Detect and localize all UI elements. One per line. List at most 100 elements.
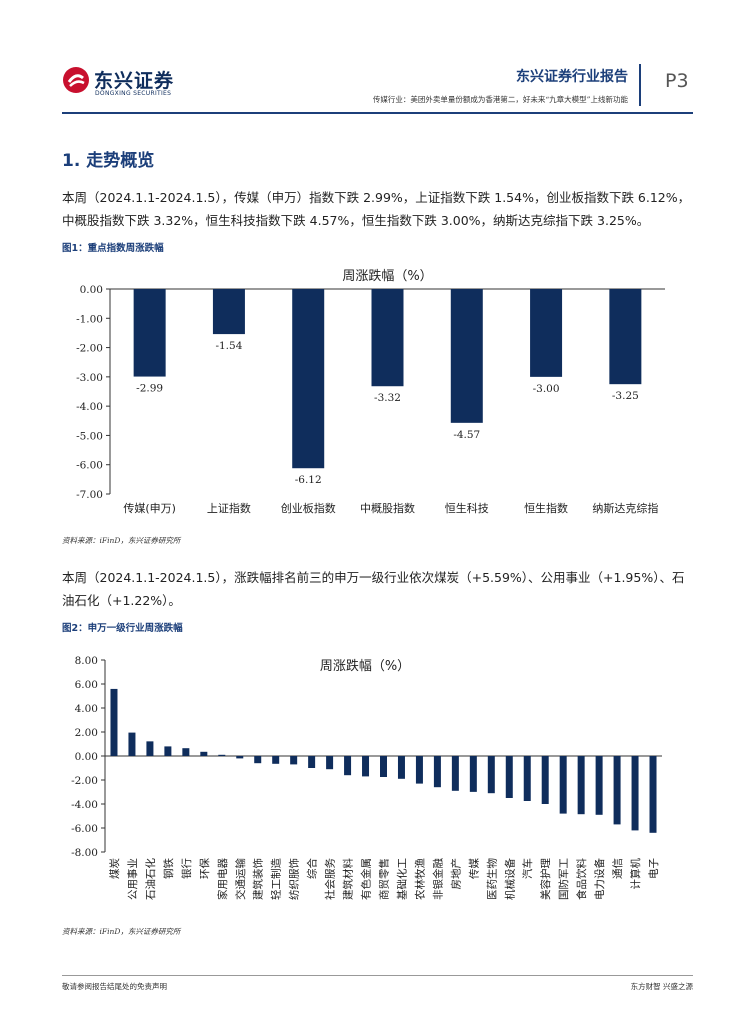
chart-2-bar xyxy=(146,741,154,756)
chart-2-x-tick-label: 电力设备 xyxy=(593,858,606,900)
report-type: 东兴证券行业报告 xyxy=(516,69,628,85)
chart-1-x-tick-label: 纳斯达克综指 xyxy=(592,501,658,515)
chart-2-bar xyxy=(469,756,477,792)
chart-2-x-tick-label: 有色金属 xyxy=(360,858,373,900)
chart-2-bar xyxy=(523,756,531,801)
chart-1-bar xyxy=(292,289,325,469)
chart-2-x-tick-label: 食品饮料 xyxy=(575,858,588,900)
chart-2-x-tick-label: 建筑装饰 xyxy=(252,858,265,900)
chart-2-x-tick-label: 社会服务 xyxy=(324,858,337,900)
chart-2-bar xyxy=(110,688,118,756)
chart-1-y-tick-label: -3.00 xyxy=(76,372,103,384)
logo-mark-icon xyxy=(63,67,89,93)
chart-2-x-tick-label: 商贸零售 xyxy=(378,858,391,900)
logo-text-en: DONGXING SECURITIES xyxy=(95,90,172,97)
chart-2-bar xyxy=(236,756,244,759)
chart-2-bar xyxy=(254,756,262,764)
chart-2-x-tick-label: 公用事业 xyxy=(126,858,139,900)
footer-disclaimer: 敬请参阅报告结尾处的免责声明 xyxy=(62,982,167,991)
footer-slogan: 东方财智 兴盛之源 xyxy=(630,982,693,991)
chart-2-bar xyxy=(290,756,298,765)
chart-2-x-tick-label: 纺织服饰 xyxy=(288,858,301,900)
chart-2-x-tick-label: 美容护理 xyxy=(539,858,552,900)
logo-text-cn: 东兴证券 xyxy=(94,70,175,92)
chart-1-data-label: -6.12 xyxy=(295,474,322,486)
chart-2-y-tick-label: -8.00 xyxy=(71,847,98,859)
chart-1-y-tick-label: -2.00 xyxy=(76,343,103,355)
chart-2-bar xyxy=(362,756,370,777)
chart-2-x-tick-label: 计算机 xyxy=(629,858,642,890)
chart-2-x-tick-label: 非银金融 xyxy=(431,858,444,900)
chart-2-bar xyxy=(344,756,352,776)
chart-1-title: 周涨跌幅（%） xyxy=(342,268,432,284)
chart-1-y-tick-label: -4.00 xyxy=(76,401,103,413)
chart-2-x-tick-label: 医药生物 xyxy=(485,858,498,900)
chart-1-data-label: -3.00 xyxy=(533,383,560,395)
chart-2-bar xyxy=(164,746,172,756)
chart-2-title: 周涨跌幅（%） xyxy=(320,658,410,674)
chart-2-bar xyxy=(415,756,423,784)
chart-1-bar xyxy=(609,289,642,385)
chart-2-bar xyxy=(541,756,549,804)
chart-2-x-tick-label: 银行 xyxy=(180,858,193,879)
chart-2-x-tick-label: 农林牧渔 xyxy=(413,858,426,900)
chart-1-y-tick-label: -5.00 xyxy=(76,430,103,442)
chart-2-x-tick-label: 煤炭 xyxy=(108,858,121,879)
chart-1-bar xyxy=(450,289,483,423)
chart-1-bar xyxy=(530,289,563,377)
chart-1-data-label: -4.57 xyxy=(453,429,480,441)
figure-1-source: 资料来源：iFinD，东兴证券研究所 xyxy=(62,536,181,545)
chart-2-x-tick-label: 钢铁 xyxy=(162,858,175,879)
chart-2-bar xyxy=(128,732,136,756)
company-logo: 东兴证券 DONGXING SECURITIES xyxy=(62,64,182,102)
chart-2-bar xyxy=(326,756,334,770)
chart-1-data-label: -2.99 xyxy=(136,383,163,395)
footer-rule xyxy=(62,975,693,976)
chart-2-x-tick-label: 综合 xyxy=(306,858,319,879)
chart-2-bar xyxy=(559,756,567,814)
chart-2-x-tick-label: 环保 xyxy=(198,858,211,879)
chart-2-x-tick-label: 国防军工 xyxy=(557,858,570,900)
chart-2-bar xyxy=(433,756,441,788)
chart-2-bar xyxy=(218,754,226,756)
chart-1-x-tick-label: 传媒(申万) xyxy=(123,502,176,515)
chart-2-bar xyxy=(200,751,208,756)
chart-1-bar xyxy=(133,289,166,377)
figure-1-title: 图1：重点指数周涨跌幅 xyxy=(62,243,164,254)
chart-2-bar xyxy=(397,756,405,779)
chart-2-bar xyxy=(487,756,495,794)
chart-1-y-tick-label: -6.00 xyxy=(76,460,103,472)
chart-2-y-tick-label: -2.00 xyxy=(71,775,98,787)
chart-1-x-tick-label: 上证指数 xyxy=(207,501,251,515)
chart-1-data-label: -3.25 xyxy=(612,390,639,402)
chart-2-x-tick-label: 机械设备 xyxy=(503,858,516,900)
chart-1-bar xyxy=(212,289,245,335)
chart-2-x-tick-label: 电子 xyxy=(647,858,660,879)
header-rule xyxy=(62,112,693,114)
chart-2-y-tick-label: -4.00 xyxy=(71,799,98,811)
chart-2-bar xyxy=(182,748,190,756)
chart-2-x-tick-label: 汽车 xyxy=(521,858,534,879)
chart-2-y-tick-label: 4.00 xyxy=(75,703,98,715)
paragraph-2: 本周（2024.1.1-2024.1.5），涨跌幅排名前三的申万一级行业依次煤炭… xyxy=(62,570,685,608)
chart-2-bar xyxy=(595,756,603,815)
chart-2-y-tick-label: 2.00 xyxy=(75,727,98,739)
chart-1-bar xyxy=(371,289,404,387)
section-title: 1. 走势概览 xyxy=(62,151,155,171)
figure-2-source: 资料来源：iFinD，东兴证券研究所 xyxy=(62,927,181,936)
chart-2-x-tick-label: 通信 xyxy=(612,858,624,879)
chart-2-bar xyxy=(308,756,316,768)
chart-2-bar xyxy=(272,756,280,764)
chart-1-y-tick-label: 0.00 xyxy=(80,284,103,296)
chart-2-bar xyxy=(631,756,639,831)
chart-2-x-tick-label: 房地产 xyxy=(449,858,462,890)
chart-1-x-tick-label: 创业板指数 xyxy=(281,501,336,515)
page-number: P3 xyxy=(665,70,689,92)
figure-2-title: 图2：申万一级行业周涨跌幅 xyxy=(62,623,183,634)
chart-2-bar xyxy=(380,756,387,777)
chart-1-y-tick-label: -7.00 xyxy=(76,489,103,501)
chart-2-x-tick-label: 家用电器 xyxy=(216,858,229,900)
chart-2-bar xyxy=(613,756,621,825)
chart-1-data-label: -1.54 xyxy=(215,340,242,352)
chart-1-x-tick-label: 中概股指数 xyxy=(360,501,415,515)
